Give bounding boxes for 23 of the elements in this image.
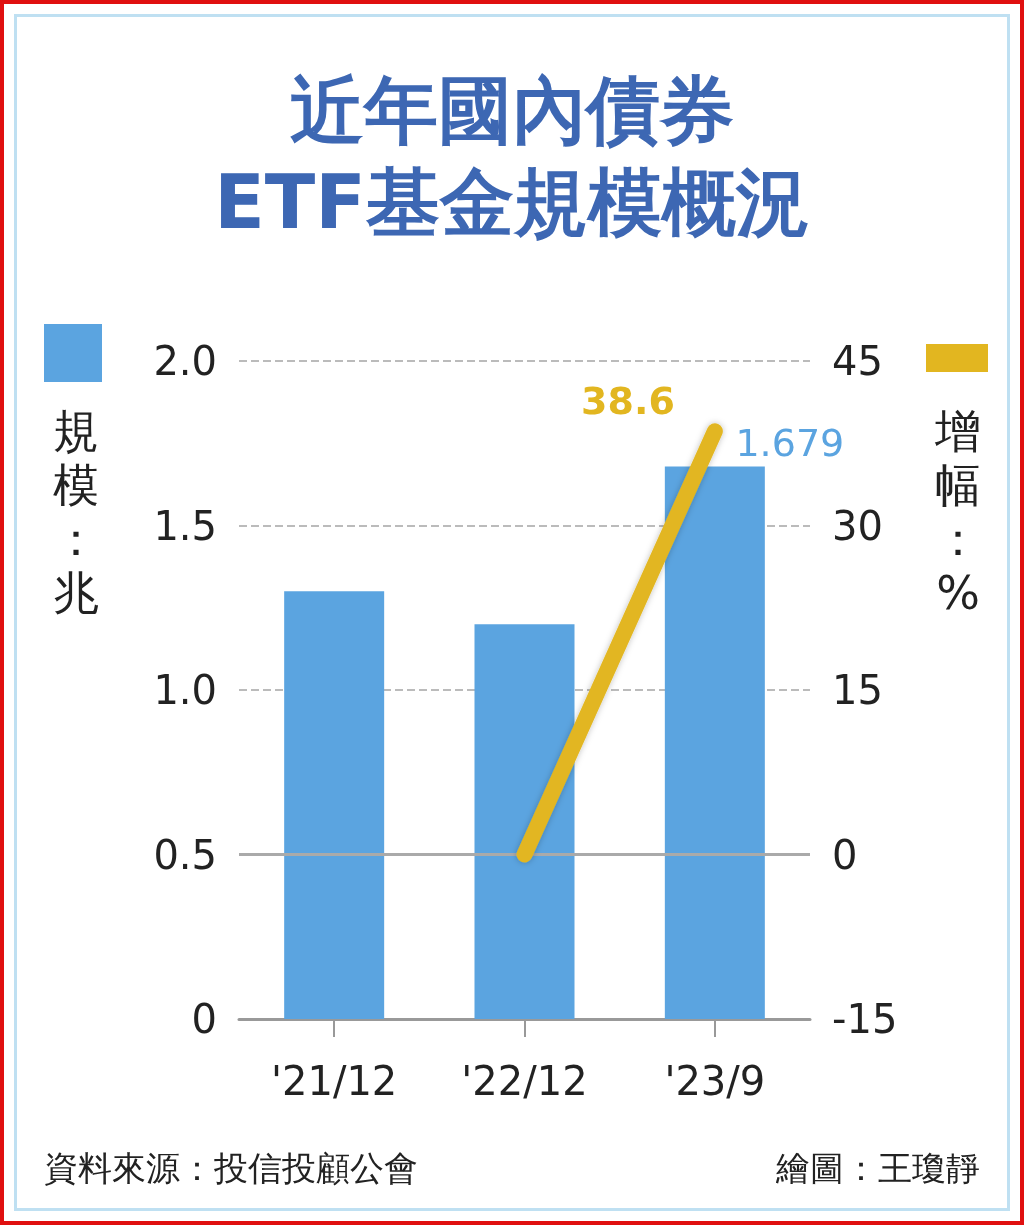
y2-axis-title: 增幅：% (934, 404, 982, 620)
y-tick-label: 2.0 (153, 338, 217, 384)
y2-tick-label: 0 (832, 831, 858, 878)
bar (474, 624, 575, 1019)
y2-tick-label: 15 (832, 667, 883, 713)
x-tick-label: '23/9 (664, 1058, 766, 1104)
x-tick-label: '21/12 (271, 1058, 398, 1104)
x-tick-label: '22/12 (461, 1058, 588, 1104)
y2-tick-label: 45 (832, 338, 883, 384)
chart-title: 近年國內債券 ETF基金規模概況 (213, 66, 811, 247)
y-tick-label: 0 (191, 996, 217, 1042)
y-axis-title: 規模：兆 (52, 404, 100, 620)
bar (664, 466, 765, 1019)
source-note: 資料來源：投信投顧公會 (44, 1147, 418, 1190)
y2-tick-label: 30 (832, 502, 883, 549)
y2-tick-label: -15 (832, 996, 898, 1042)
bar (284, 591, 385, 1019)
y-tick-label: 1.5 (153, 502, 217, 549)
y-tick-label: 0.5 (153, 831, 217, 878)
data-label: 38.6 (581, 379, 675, 424)
y-tick-label: 1.0 (153, 667, 217, 713)
data-label: 1.679 (735, 420, 845, 465)
text: 繪圖：王瓊靜 (776, 1147, 980, 1190)
